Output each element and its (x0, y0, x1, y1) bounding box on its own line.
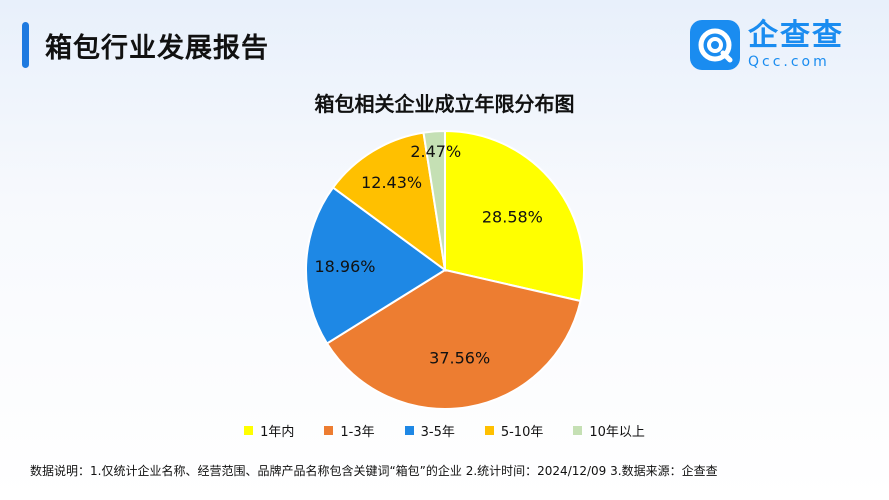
slice-label-4: 12.43% (361, 173, 422, 192)
pie-slice-4 (331, 131, 447, 273)
pie-slice-5 (422, 129, 446, 271)
legend-label: 1年内 (260, 425, 295, 440)
legend-swatch (404, 426, 414, 435)
legend-item-3: 3-5年 (404, 421, 455, 440)
legend-label: 5-10年 (500, 425, 544, 440)
legend-label: 1-3年 (340, 425, 375, 440)
legend-label: 10年以上 (589, 425, 645, 440)
slice-label-5: 2.47% (410, 142, 461, 161)
legend-swatch (244, 426, 254, 435)
pie-slice-1 (444, 129, 585, 303)
legend-label: 3-5年 (420, 425, 455, 440)
legend-item-4: 5-10年 (484, 421, 544, 440)
pie-slice-3 (305, 186, 447, 345)
legend-swatch (324, 426, 334, 435)
logo-name: 企查查 (748, 18, 844, 53)
logo-domain: Qcc.com (748, 54, 830, 70)
qcc-logo-icon (690, 20, 740, 70)
data-footnote: 数据说明：1.仅统计企业名称、经营范围、品牌产品名称包含关键词“箱包”的企业 2… (30, 464, 718, 478)
header: 箱包行业发展报告 (22, 22, 269, 68)
legend-item-1: 1年内 (244, 421, 294, 440)
chart-legend: 1年内 1-3年 3-5年 5-10年 10年以上 (0, 421, 889, 440)
legend-swatch (484, 426, 494, 435)
chart-title: 箱包相关企业成立年限分布图 (314, 92, 575, 116)
qcc-logo: 企查查 Qcc.com (690, 20, 844, 70)
legend-item-5: 10年以上 (573, 421, 645, 440)
slice-label-3: 18.96% (314, 257, 375, 276)
legend-swatch (573, 426, 583, 435)
slice-label-1: 28.58% (482, 207, 543, 226)
title-accent-bar (22, 22, 29, 68)
slice-label-2: 37.56% (429, 349, 490, 368)
page-title: 箱包行业发展报告 (45, 32, 269, 64)
legend-item-2: 1-3年 (324, 421, 375, 440)
